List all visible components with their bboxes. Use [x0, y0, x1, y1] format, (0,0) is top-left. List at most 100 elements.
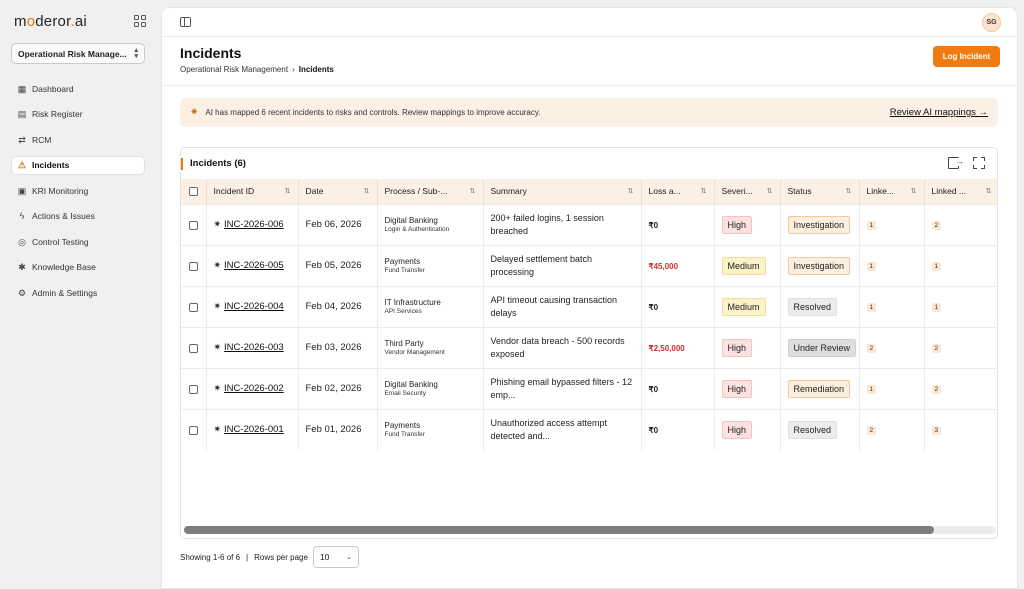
- linked-count-badge[interactable]: 1: [866, 221, 877, 230]
- log-incident-button[interactable]: Log Incident: [933, 46, 1000, 67]
- column-header[interactable]: Severi... ⇅: [714, 179, 781, 204]
- status-badge: Remediation: [787, 379, 851, 398]
- loss-amount: ₹45,000: [648, 261, 679, 271]
- incident-id-link[interactable]: INC-2026-002: [224, 383, 284, 394]
- linked-count-badge[interactable]: 1: [866, 303, 877, 312]
- sidebar-item-kri-monitoring[interactable]: ▣ KRI Monitoring: [11, 181, 145, 200]
- sidebar-item-label: Actions & Issues: [32, 211, 95, 221]
- incident-id-link[interactable]: INC-2026-001: [224, 424, 284, 436]
- ai-sparkle-icon: ✷: [213, 342, 222, 352]
- table-row[interactable]: ✷ INC-2026-004 Feb 04, 2026 IT Infrastructu…: [181, 285, 997, 327]
- date-cell: Feb 02, 2026: [298, 367, 378, 409]
- column-header[interactable]: Process / Sub-... ⇅: [377, 179, 484, 204]
- sidebar-item-label: Dashboard: [32, 83, 74, 94]
- page-header: Incidents Operational Risk Management › In…: [162, 37, 1017, 86]
- sidebar-item-risk-register[interactable]: ▤ Risk Register: [11, 105, 145, 124]
- process-name: Payments: [384, 257, 421, 266]
- sort-icon[interactable]: ⇅: [627, 188, 634, 196]
- sidebar-item-label: Incidents: [32, 160, 70, 170]
- incident-id-link[interactable]: INC-2026-005: [224, 260, 284, 271]
- linked-count-badge[interactable]: 2: [931, 385, 942, 394]
- avatar[interactable]: SG: [982, 13, 1001, 32]
- row-checkbox[interactable]: [188, 261, 198, 271]
- sidebar-toggle-icon[interactable]: [180, 17, 191, 27]
- subprocess-name: Email Security: [384, 390, 427, 397]
- sort-icon[interactable]: ⇅: [985, 188, 992, 196]
- sort-icon[interactable]: ⇅: [766, 188, 773, 196]
- review-ai-mappings-link[interactable]: Review AI mappings →: [889, 107, 988, 118]
- fullscreen-icon[interactable]: [973, 157, 985, 169]
- column-header-label: Linked ...: [931, 186, 967, 197]
- table-footer: Showing 1-6 of 6 | Rows per page 10 ⌄: [180, 546, 359, 568]
- table-row[interactable]: ✷ INC-2026-002 Feb 02, 2026 Digital Banking…: [181, 367, 997, 409]
- column-header-label: Status: [787, 186, 812, 197]
- breadcrumb-root[interactable]: Operational Risk Management: [180, 65, 289, 74]
- sidebar-item-dashboard[interactable]: ▦ Dashboard: [11, 79, 145, 98]
- module-select-value: Operational Risk Manage...: [18, 48, 127, 59]
- sidebar-item-admin-settings[interactable]: ⚙ Admin & Settings: [11, 283, 145, 302]
- linked-count-badge[interactable]: 1: [931, 262, 942, 271]
- sidebar-item-incidents[interactable]: ⚠ Incidents: [11, 155, 145, 175]
- linked-count-badge[interactable]: 2: [931, 344, 942, 353]
- sidebar-item-actions-issues[interactable]: ϟ Actions & Issues: [11, 207, 145, 226]
- column-header[interactable]: Incident ID ⇅: [206, 179, 299, 204]
- summary-cell: Vendor data breach - 500 records exposed: [483, 326, 642, 368]
- row-checkbox[interactable]: [188, 302, 198, 312]
- table-row[interactable]: ✷ INC-2026-005 Feb 05, 2026 Payments Fund Tr…: [181, 244, 997, 286]
- process-cell: Payments Fund Transfer: [377, 408, 484, 450]
- process-cell: Digital Banking Email Security: [377, 367, 484, 409]
- rows-per-page-select[interactable]: 10 ⌄: [312, 546, 359, 568]
- incident-id-link[interactable]: INC-2026-006: [224, 219, 284, 230]
- table-row[interactable]: ✷ INC-2026-006 Feb 06, 2026 Digital Banking…: [181, 203, 997, 245]
- sort-icon[interactable]: ⇅: [469, 188, 476, 196]
- scrollbar-thumb[interactable]: [184, 526, 934, 534]
- linked-count-badge[interactable]: 1: [866, 385, 877, 394]
- sidebar-item-control-testing[interactable]: ◎ Control Testing: [11, 232, 145, 251]
- horizontal-scrollbar[interactable]: [184, 526, 996, 534]
- logo-row: moderor.ai: [14, 11, 146, 31]
- severity-cell: High: [714, 203, 781, 245]
- column-header[interactable]: Loss a... ⇅: [641, 179, 715, 204]
- linked-count-badge[interactable]: 2: [866, 344, 877, 353]
- sort-icon[interactable]: ⇅: [845, 188, 852, 196]
- row-checkbox[interactable]: [188, 343, 198, 353]
- column-header[interactable]: Status ⇅: [780, 179, 860, 204]
- incident-id-link[interactable]: INC-2026-004: [224, 301, 284, 312]
- footer-separator: |: [246, 552, 249, 562]
- row-checkbox-cell: [181, 326, 207, 368]
- export-icon[interactable]: [948, 157, 964, 169]
- table-row[interactable]: ✷ INC-2026-003 Feb 03, 2026 Third Party Vend…: [181, 326, 997, 368]
- module-select[interactable]: Operational Risk Manage... ▴ ▾: [11, 43, 145, 64]
- linked-risks-cell: 1: [859, 367, 925, 409]
- select-all-checkbox[interactable]: [188, 187, 198, 197]
- row-checkbox[interactable]: [188, 384, 198, 394]
- loss-amount: ₹0: [648, 220, 659, 230]
- subprocess-name: Fund Transfer: [384, 431, 425, 439]
- logo[interactable]: moderor.ai: [14, 12, 87, 30]
- top-bar: SG: [162, 8, 1017, 37]
- table-card-header: Incidents (6): [181, 148, 997, 179]
- column-header[interactable]: Linke... ⇅: [859, 179, 925, 204]
- linked-count-badge[interactable]: 2: [931, 221, 942, 230]
- linked-controls-cell: 2: [924, 367, 997, 409]
- sort-icon[interactable]: ⇅: [910, 188, 917, 196]
- linked-risks-cell: 2: [859, 326, 925, 368]
- table-row[interactable]: ✷ INC-2026-001 Feb 01, 2026 Payments Fund Tr…: [181, 408, 997, 450]
- row-checkbox[interactable]: [188, 425, 198, 435]
- sidebar-item-rcm[interactable]: ⇄ RCM: [11, 130, 145, 149]
- sort-icon[interactable]: ⇅: [700, 188, 707, 196]
- sort-icon[interactable]: ⇅: [284, 188, 291, 196]
- linked-count-badge[interactable]: 1: [866, 262, 877, 271]
- linked-count-badge[interactable]: 1: [931, 303, 942, 312]
- apps-grid-icon[interactable]: [134, 15, 146, 27]
- sidebar-item-knowledge-base[interactable]: ✱ Knowledge Base: [11, 258, 145, 277]
- column-header[interactable]: Linked ... ⇅: [924, 179, 997, 204]
- linked-count-badge[interactable]: 2: [866, 426, 877, 436]
- row-checkbox[interactable]: [188, 220, 198, 230]
- sort-icon[interactable]: ⇅: [363, 188, 370, 196]
- linked-count-badge[interactable]: 3: [931, 426, 942, 436]
- linked-risks-cell: 1: [859, 285, 925, 327]
- column-header[interactable]: Date ⇅: [298, 179, 378, 204]
- column-header[interactable]: Summary ⇅: [483, 179, 642, 204]
- incident-id-link[interactable]: INC-2026-003: [224, 342, 284, 353]
